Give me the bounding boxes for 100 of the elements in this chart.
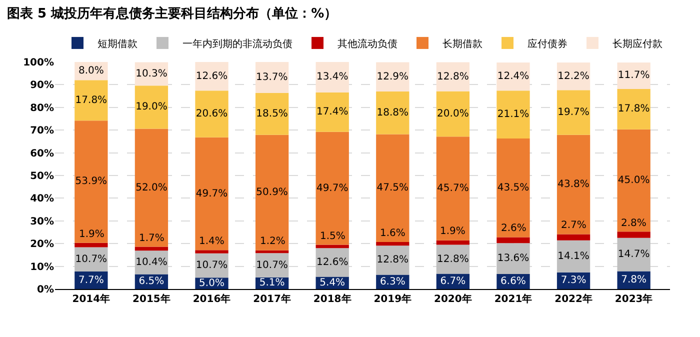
- data-label: 12.8%: [437, 254, 469, 265]
- data-label: 49.7%: [316, 182, 348, 194]
- data-label: 10.7%: [196, 260, 228, 272]
- data-label: 14.1%: [558, 250, 590, 262]
- data-label: 13.6%: [497, 253, 530, 264]
- data-label: 5.1%: [259, 278, 285, 289]
- y-tick-label: 10%: [30, 262, 54, 273]
- x-tick-label: 2016年: [192, 293, 231, 305]
- bar: [496, 138, 530, 238]
- y-tick-label: 80%: [30, 102, 54, 114]
- bar: [376, 242, 410, 246]
- data-label: 53.9%: [75, 176, 108, 188]
- data-label: 12.8%: [376, 254, 409, 266]
- y-tick-label: 60%: [30, 148, 54, 160]
- bar: [617, 129, 650, 232]
- data-label: 45.0%: [618, 174, 650, 186]
- bar: [556, 234, 590, 240]
- data-label: 47.5%: [376, 182, 409, 194]
- data-label: 17.8%: [75, 94, 108, 106]
- bar: [74, 247, 108, 272]
- legend-label: 长期应付款: [612, 38, 662, 50]
- data-label: 7.3%: [560, 275, 586, 286]
- data-label: 1.7%: [139, 233, 164, 244]
- legend-label: 长期借款: [442, 38, 482, 50]
- bar: [617, 89, 650, 130]
- bar: [617, 232, 650, 238]
- bar: [195, 62, 228, 91]
- data-label: 5.0%: [199, 278, 224, 289]
- bar: [376, 134, 410, 242]
- data-label: 11.7%: [618, 70, 650, 82]
- bar: [195, 250, 228, 254]
- x-tick-label: 2014年: [72, 293, 110, 305]
- bar: [617, 62, 650, 90]
- data-label: 2.8%: [621, 218, 646, 229]
- bar: [255, 62, 289, 93]
- bar: [74, 80, 108, 121]
- data-label: 12.9%: [376, 71, 409, 82]
- data-label: 6.3%: [380, 276, 406, 288]
- data-label: 8.0%: [78, 66, 104, 77]
- chart-title: 图表 5 城投历年有息债务主要科目结构分布（单位：%）: [7, 6, 338, 22]
- legend-label: 应付债券: [528, 38, 568, 50]
- bar: [255, 92, 289, 135]
- data-label: 12.4%: [497, 71, 530, 82]
- data-label: 10.7%: [75, 254, 108, 265]
- x-tick-label: 2019年: [374, 293, 412, 305]
- data-label: 13.7%: [256, 72, 288, 83]
- bar: [134, 128, 168, 247]
- bar: [74, 120, 108, 243]
- bar: [195, 90, 228, 138]
- bar: [496, 62, 530, 91]
- data-label: 13.4%: [316, 72, 348, 83]
- data-label: 6.5%: [138, 276, 164, 288]
- bar: [255, 250, 289, 254]
- bar: [496, 237, 530, 244]
- bar: [496, 90, 530, 138]
- data-label: 12.6%: [316, 256, 348, 268]
- data-label: 18.5%: [256, 108, 288, 120]
- bar: [436, 62, 470, 92]
- data-label: 2.7%: [561, 220, 586, 231]
- x-tick-label: 2020年: [434, 293, 472, 305]
- data-label: 1.4%: [199, 236, 224, 247]
- y-tick-label: 90%: [30, 80, 54, 92]
- bar: [436, 240, 470, 245]
- bar: [316, 132, 349, 245]
- data-label: 17.8%: [618, 104, 650, 115]
- data-label: 1.2%: [260, 236, 286, 247]
- bar: [617, 238, 650, 272]
- bar: [436, 244, 470, 274]
- bar: [134, 86, 168, 129]
- x-tick-label: 2022年: [554, 293, 592, 305]
- y-tick-label: 40%: [30, 194, 54, 205]
- data-label: 6.6%: [500, 276, 526, 288]
- data-label: 18.8%: [376, 107, 409, 118]
- y-tick-label: 0%: [37, 284, 54, 296]
- bar: [134, 246, 168, 251]
- y-tick-label: 70%: [30, 126, 54, 137]
- bar: [255, 134, 289, 250]
- data-label: 43.5%: [497, 182, 530, 194]
- data-label: 20.0%: [437, 108, 469, 120]
- data-label: 7.8%: [621, 274, 647, 286]
- bar: [496, 243, 530, 274]
- data-label: 5.4%: [320, 277, 346, 288]
- y-tick-label: 30%: [30, 216, 54, 228]
- legend-label: 短期借款: [98, 38, 138, 50]
- legend-label: 其他流动负债: [338, 38, 398, 50]
- bar: [376, 92, 410, 134]
- y-tick-label: 50%: [30, 171, 54, 182]
- data-label: 49.7%: [196, 188, 228, 200]
- data-label: 6.7%: [440, 276, 466, 287]
- data-label: 12.6%: [196, 70, 228, 82]
- data-label: 1.6%: [380, 228, 406, 239]
- bar: [195, 137, 228, 250]
- data-label: 7.7%: [78, 274, 104, 286]
- data-label: 10.3%: [136, 68, 168, 80]
- bar: [376, 62, 410, 92]
- data-label: 19.0%: [136, 102, 168, 113]
- y-tick-label: 100%: [23, 58, 54, 68]
- bar: [436, 136, 470, 240]
- data-label: 12.8%: [437, 71, 469, 82]
- x-tick-label: 2021年: [494, 293, 532, 305]
